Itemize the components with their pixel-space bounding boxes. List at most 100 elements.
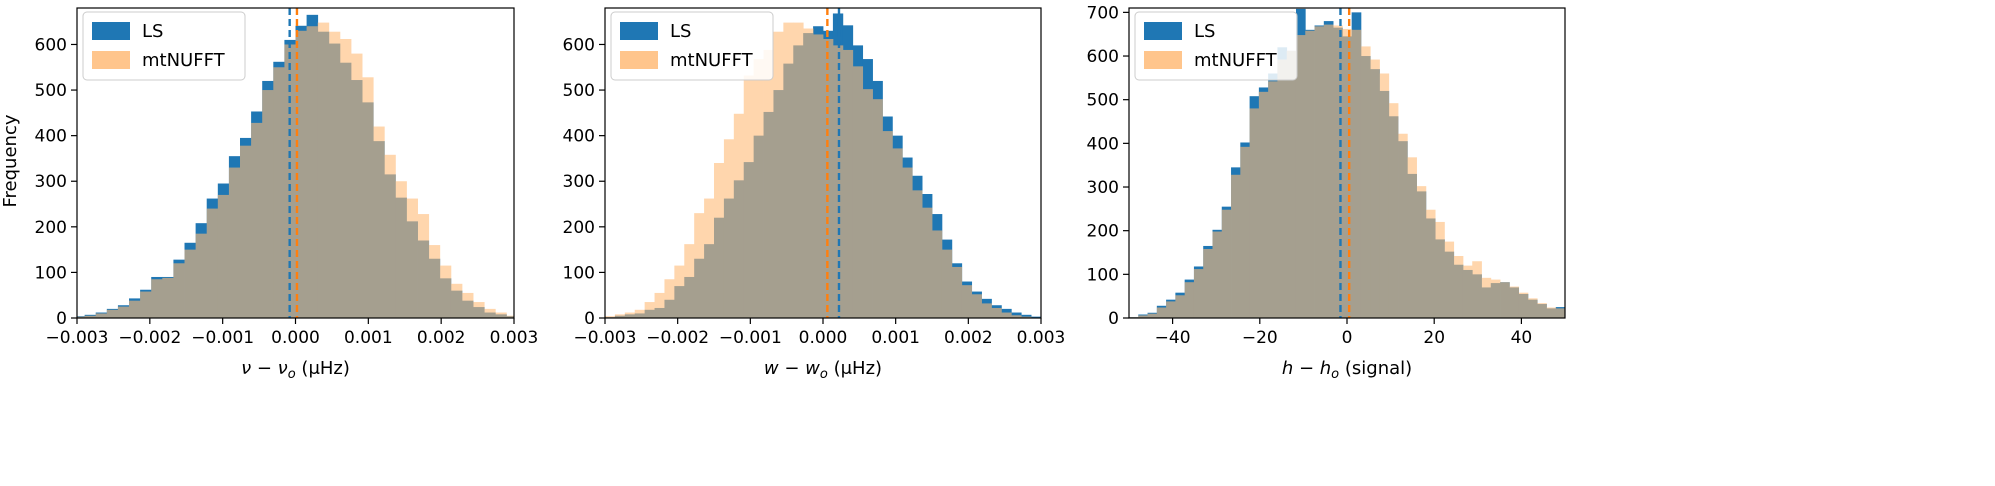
histogram-bar [892, 148, 903, 318]
histogram-bar [763, 49, 774, 318]
histogram-bar [1184, 282, 1195, 318]
histogram-bar [395, 181, 407, 318]
histogram-bar [1193, 269, 1204, 318]
legend-swatch-mtnufft [92, 51, 130, 69]
y-axis-label: Frequency [0, 114, 21, 207]
histogram-bar [813, 34, 824, 318]
legend-label-mtnufft: mtNUFFT [142, 50, 226, 71]
x-tick-label: −0.002 [646, 328, 709, 348]
histogram-bar [872, 99, 883, 318]
y-tick-label: 300 [563, 172, 595, 192]
histogram-bar [495, 312, 507, 318]
histogram-bar [694, 213, 705, 318]
x-tick-label: −0.001 [191, 328, 254, 348]
histogram-bar [317, 22, 330, 318]
legend-swatch-ls [92, 22, 130, 40]
histogram-bar [951, 266, 963, 318]
x-tick-label: −0.003 [574, 328, 637, 348]
histogram-bar [1416, 186, 1427, 318]
y-tick-label: 500 [35, 81, 67, 101]
histogram-bar [1011, 315, 1022, 318]
x-tick-label: 0 [1342, 328, 1353, 348]
histogram-bar [77, 316, 86, 318]
y-tick-label: 200 [1087, 222, 1119, 242]
histogram-bar [1444, 241, 1455, 318]
histogram-bar [1398, 133, 1408, 318]
histogram-bar [373, 126, 385, 318]
histogram-bar [971, 294, 982, 318]
histogram-bar [1001, 312, 1012, 318]
x-tick-label: −20 [1242, 328, 1278, 348]
histogram-bar [773, 31, 784, 318]
histogram-bar [450, 283, 463, 318]
x-tick-label: 40 [1511, 328, 1533, 348]
histogram-bar [1286, 50, 1297, 318]
x-tick-label: 0.002 [417, 328, 466, 348]
histogram-bar [1221, 209, 1232, 318]
legend-label-mtnufft: mtNUFFT [1194, 50, 1278, 71]
y-tick-label: 600 [563, 35, 595, 55]
histogram-bar [704, 198, 715, 318]
histogram-bar [151, 279, 163, 318]
x-tick-label: −0.003 [46, 328, 109, 348]
histogram-bar [644, 302, 655, 318]
histogram-bar [1555, 308, 1565, 318]
histogram-bar [714, 163, 725, 318]
histogram-bar [406, 198, 418, 318]
legend: LS mtNUFFT [610, 11, 774, 81]
histogram-bar [862, 89, 873, 318]
legend-swatch-mtnufft [620, 51, 658, 69]
histogram-bar [1370, 59, 1380, 318]
plot-area [605, 8, 1041, 318]
histogram-bar [902, 167, 913, 318]
histogram-bar [1314, 26, 1325, 318]
histogram-bar [129, 300, 141, 318]
x-tick-label: 0.000 [271, 328, 320, 348]
y-tick-label: 400 [35, 127, 67, 147]
histogram-bar [473, 302, 485, 318]
histogram-bar [1323, 24, 1334, 318]
histogram-bar [941, 249, 953, 318]
histogram-bar [328, 31, 341, 318]
series-mtnufft [605, 22, 1041, 318]
histogram-bar [1268, 81, 1278, 318]
histogram-bar [1425, 209, 1436, 318]
histogram-bar [1518, 292, 1529, 318]
y-tick-label: 100 [1087, 265, 1119, 285]
histogram-bar [624, 312, 636, 318]
histogram-bar [654, 292, 665, 318]
histogram-bar [1351, 29, 1362, 318]
y-tick-label: 0 [584, 309, 595, 329]
legend: LS mtNUFFT [1134, 11, 1298, 81]
histogram-bar [295, 30, 307, 318]
histogram-bar [1031, 316, 1041, 318]
histogram-bar [251, 122, 263, 318]
histogram-bar [674, 265, 685, 318]
histogram-bar [783, 22, 794, 318]
histogram-bar [961, 285, 973, 318]
y-tick-label: 300 [35, 172, 67, 192]
histogram-bar [634, 309, 646, 318]
histogram-bar [1509, 286, 1520, 318]
histogram-bar [1462, 265, 1473, 318]
panel-1: −0.003 −0.002 −0.001 0.000 0.001 0.002 0.003 0 1… [35, 7, 538, 382]
histogram-bar [684, 244, 695, 318]
histogram-bar [1453, 256, 1464, 318]
histogram-bar [803, 28, 814, 318]
histogram-bar [228, 167, 241, 318]
plot-area [1129, 8, 1565, 318]
histogram-bar [1537, 303, 1547, 318]
plot-area [77, 8, 514, 318]
histogram-bar [743, 75, 755, 318]
x-tick-label: 20 [1423, 328, 1445, 348]
legend: LS mtNUFFT [82, 11, 246, 81]
histogram-bar [1231, 174, 1241, 318]
histogram-bar [1166, 301, 1176, 318]
histogram-bar [912, 190, 923, 318]
histogram-bar [922, 207, 933, 318]
histogram-bar [195, 233, 208, 318]
y-tick-label: 400 [1087, 134, 1119, 154]
histogram-bar [284, 44, 296, 318]
legend-swatch-ls [620, 22, 658, 40]
